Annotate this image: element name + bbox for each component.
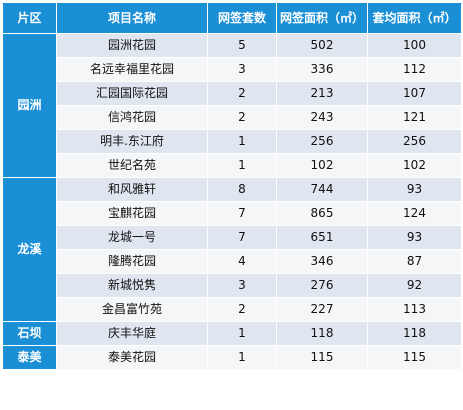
signed-area-cell: 651 [276,225,368,250]
avg-area-cell: 107 [367,81,462,106]
avg-area-cell: 118 [367,321,462,346]
header-signed-area: 网签面积（㎡） [276,2,368,34]
project-name-cell: 世纪名苑 [56,153,208,178]
signed-area-cell: 346 [276,249,368,274]
table-row: 龙城一号 7 651 93 [3,225,462,250]
table-row: 隆腾花园 4 346 87 [3,249,462,274]
project-name-cell: 龙城一号 [56,225,208,250]
region-cell: 泰美 [2,345,57,370]
region-cell: 石坝 [2,321,57,346]
signed-area-cell: 744 [276,177,368,202]
table-row: 石坝 庆丰华庭 1 118 118 [2,321,462,346]
signed-area-cell: 243 [276,105,368,130]
signed-area-cell: 102 [276,153,368,178]
signed-units-cell: 3 [207,273,277,298]
header-row: 片区 项目名称 网签套数 网签面积（㎡） 套均面积（㎡） [2,2,462,34]
table-row: 泰美 泰美花园 1 115 115 [2,345,462,370]
signed-area-cell: 115 [276,345,368,370]
project-name-cell: 金昌富竹苑 [56,297,208,322]
avg-area-cell: 113 [367,297,462,322]
project-name-cell: 明丰.东江府 [56,129,208,154]
signed-area-cell: 865 [276,201,368,226]
sales-table: 片区 项目名称 网签套数 网签面积（㎡） 套均面积（㎡） 园洲 园洲花园 5 502 1… [2,2,462,370]
table-row: 园洲 园洲花园 5 502 100 [2,33,462,178]
table-row: 信鸿花园 2 243 121 [3,105,462,130]
project-name-cell: 宝麒花园 [56,201,208,226]
project-name-cell: 和风雅轩 [56,177,208,202]
signed-units-cell: 1 [207,345,277,370]
table-row: 汇园国际花园 2 213 107 [3,81,462,106]
header-project-name: 项目名称 [56,2,208,34]
avg-area-cell: 93 [367,225,462,250]
signed-units-cell: 3 [207,57,277,82]
avg-area-cell: 256 [367,129,462,154]
avg-area-cell: 92 [367,273,462,298]
avg-area-cell: 100 [367,33,462,58]
avg-area-cell: 115 [367,345,462,370]
project-name-cell: 园洲花园 [56,33,208,58]
signed-area-cell: 256 [276,129,368,154]
table-row: 金昌富竹苑 2 227 113 [3,297,462,322]
avg-area-cell: 112 [367,57,462,82]
project-name-cell: 汇园国际花园 [56,81,208,106]
signed-units-cell: 5 [207,33,277,58]
region-cell: 龙溪 [2,177,57,322]
project-name-cell: 隆腾花园 [56,249,208,274]
header-avg-area: 套均面积（㎡） [367,2,462,34]
signed-units-cell: 2 [207,297,277,322]
region-cell: 园洲 [2,33,57,178]
signed-area-cell: 213 [276,81,368,106]
avg-area-cell: 87 [367,249,462,274]
signed-units-cell: 1 [207,129,277,154]
avg-area-cell: 121 [367,105,462,130]
project-name-cell: 信鸿花园 [56,105,208,130]
signed-units-cell: 1 [207,153,277,178]
signed-units-cell: 7 [207,201,277,226]
project-name-cell: 新城悦隽 [56,273,208,298]
signed-units-cell: 4 [207,249,277,274]
signed-area-cell: 336 [276,57,368,82]
table-row: 新城悦隽 3 276 92 [3,273,462,298]
signed-area-cell: 227 [276,297,368,322]
signed-units-cell: 8 [207,177,277,202]
header-region: 片区 [2,2,57,34]
project-name-cell: 泰美花园 [56,345,208,370]
project-name-cell: 名远幸福里花园 [56,57,208,82]
signed-area-cell: 118 [276,321,368,346]
signed-area-cell: 502 [276,33,368,58]
table-row: 明丰.东江府 1 256 256 [3,129,462,154]
avg-area-cell: 124 [367,201,462,226]
signed-units-cell: 7 [207,225,277,250]
header-signed-units: 网签套数 [207,2,277,34]
project-name-cell: 庆丰华庭 [56,321,208,346]
table-row: 名远幸福里花园 3 336 112 [3,57,462,82]
table-row: 龙溪 和风雅轩 8 744 93 [2,177,462,322]
avg-area-cell: 102 [367,153,462,178]
signed-units-cell: 1 [207,321,277,346]
signed-units-cell: 2 [207,81,277,106]
signed-units-cell: 2 [207,105,277,130]
table-row: 世纪名苑 1 102 102 [3,153,462,178]
signed-area-cell: 276 [276,273,368,298]
table-row: 宝麒花园 7 865 124 [3,201,462,226]
avg-area-cell: 93 [367,177,462,202]
